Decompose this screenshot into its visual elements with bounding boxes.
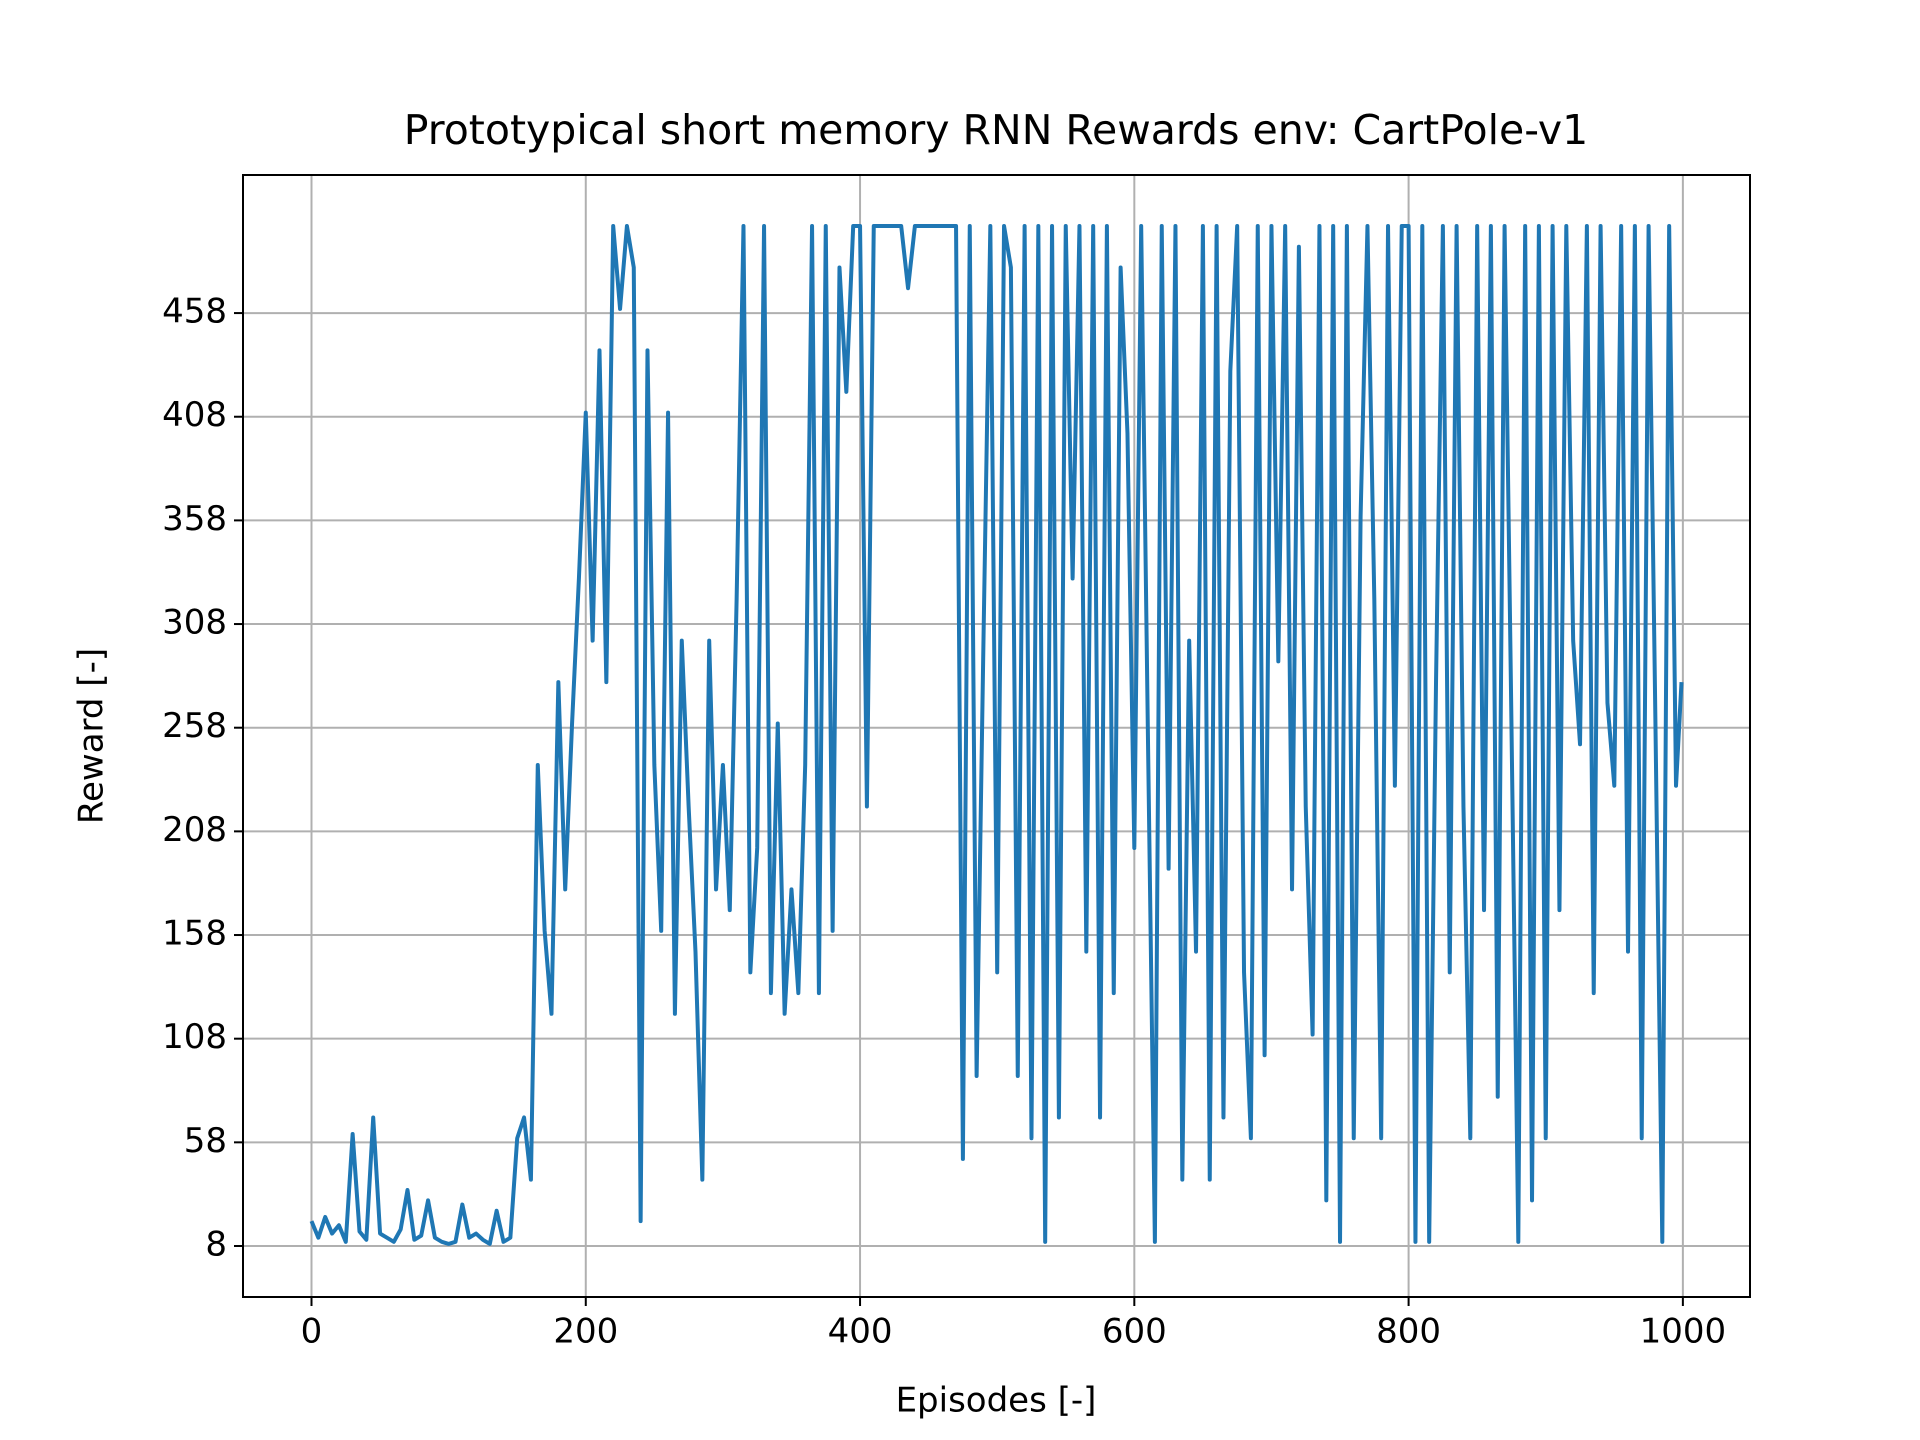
x-tick-label: 400 [828,1312,893,1352]
x-tick-label: 800 [1376,1312,1441,1352]
chart-title: Prototypical short memory RNN Rewards en… [404,106,1589,154]
y-tick-label: 108 [162,1017,227,1057]
y-tick-label: 408 [162,395,227,435]
data-line [309,224,1684,1246]
y-tick-label: 58 [184,1121,227,1161]
x-tick-label: 1000 [1640,1312,1727,1352]
y-tick-label: 158 [162,914,227,954]
y-tick-label: 258 [162,706,227,746]
x-axis-label: Episodes [-] [896,1381,1097,1421]
y-tick-label: 8 [205,1225,227,1265]
x-tick-label: 200 [553,1312,618,1352]
x-tick-label: 600 [1102,1312,1167,1352]
y-tick-label: 208 [162,810,227,850]
y-tick-label: 458 [162,292,227,332]
y-tick-label: 358 [162,499,227,539]
plot-frame [242,174,1751,1298]
y-tick-label: 308 [162,603,227,643]
y-axis-label: Reward [-] [72,648,112,824]
x-tick-label: 0 [301,1312,323,1352]
